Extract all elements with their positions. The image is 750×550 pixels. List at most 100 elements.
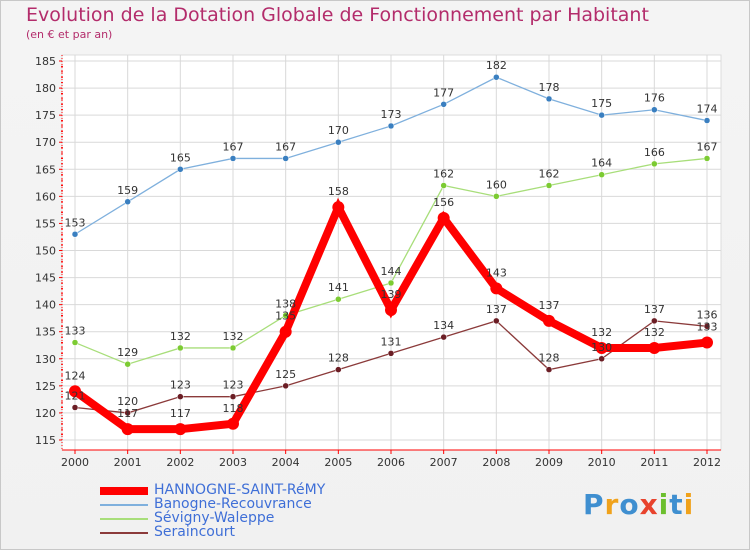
data-label: 133 xyxy=(697,321,718,334)
data-point xyxy=(490,282,503,295)
logo-letter: P xyxy=(583,488,605,521)
data-label: 132 xyxy=(170,330,191,343)
x-tick-label: 2011 xyxy=(640,456,668,469)
data-point xyxy=(71,231,79,238)
y-tick-label: 140 xyxy=(35,299,56,312)
y-tick-label: 180 xyxy=(35,82,56,95)
x-tick-label: 2003 xyxy=(219,456,247,469)
data-point xyxy=(124,409,131,417)
y-tick-label: 145 xyxy=(35,272,56,285)
data-label: 162 xyxy=(539,168,560,181)
data-label: 123 xyxy=(170,379,191,392)
data-point xyxy=(279,325,292,338)
data-point xyxy=(543,314,555,327)
data-label: 125 xyxy=(275,368,296,381)
data-label: 134 xyxy=(433,319,454,332)
data-point xyxy=(701,336,713,349)
data-point xyxy=(385,304,397,317)
data-point xyxy=(598,111,605,119)
data-label: 160 xyxy=(486,178,507,191)
data-label: 129 xyxy=(117,346,138,359)
data-point xyxy=(703,117,711,124)
logo-letter: o xyxy=(619,488,640,521)
data-label: 131 xyxy=(381,335,402,348)
data-point xyxy=(121,423,134,436)
data-label: 117 xyxy=(117,407,138,420)
data-point xyxy=(387,279,395,287)
legend-label-banogne: Banogne-Recouvrance xyxy=(154,496,312,512)
data-label: 165 xyxy=(170,151,191,164)
data-label: 164 xyxy=(591,157,612,170)
data-label: 144 xyxy=(381,265,402,278)
data-point xyxy=(124,198,131,206)
data-label: 176 xyxy=(644,92,665,105)
data-point xyxy=(71,339,79,346)
y-tick-label: 135 xyxy=(35,326,56,339)
logo-letter: t xyxy=(669,488,684,521)
data-label: 121 xyxy=(65,390,86,403)
data-point xyxy=(174,423,187,436)
x-tick-label: 2010 xyxy=(588,456,616,469)
data-point xyxy=(282,155,289,162)
data-label: 162 xyxy=(433,168,454,181)
data-label: 153 xyxy=(65,216,86,229)
y-tick-label: 125 xyxy=(35,380,56,393)
logo-letter: i xyxy=(658,488,670,521)
y-tick-label: 165 xyxy=(35,163,56,176)
data-label: 117 xyxy=(170,407,191,420)
data-label: 143 xyxy=(486,266,507,279)
data-point xyxy=(598,171,605,178)
data-label: 118 xyxy=(223,402,244,415)
y-tick-label: 160 xyxy=(35,190,56,203)
legend-label-hannogne: HANNOGNE-SAINT-RéMY xyxy=(154,482,326,498)
data-point xyxy=(177,344,184,352)
data-point xyxy=(69,385,81,398)
data-label: 138 xyxy=(275,297,296,310)
legend-swatch-hannogne xyxy=(100,487,148,495)
data-point xyxy=(229,155,237,162)
data-label: 133 xyxy=(65,325,86,338)
data-label: 167 xyxy=(275,140,296,153)
x-tick-label: 2007 xyxy=(430,456,458,469)
data-label: 167 xyxy=(223,140,244,153)
data-point xyxy=(440,333,447,341)
data-point xyxy=(440,101,447,108)
data-label: 137 xyxy=(486,303,507,316)
data-point xyxy=(493,317,500,325)
data-point xyxy=(595,341,608,354)
data-point xyxy=(282,382,289,390)
data-label: 141 xyxy=(328,281,349,294)
data-label: 120 xyxy=(117,395,138,408)
y-tick-label: 175 xyxy=(35,109,56,122)
data-label: 177 xyxy=(433,86,454,99)
proxiti-logo: Proxiti xyxy=(583,488,694,521)
data-label: 137 xyxy=(644,303,665,316)
y-tick-label: 170 xyxy=(35,136,56,149)
data-label: 136 xyxy=(697,308,718,321)
logo-letter: x xyxy=(639,488,659,521)
y-tick-label: 155 xyxy=(35,217,56,230)
data-label: 156 xyxy=(433,196,454,209)
data-label: 139 xyxy=(381,288,402,301)
data-point xyxy=(651,160,658,168)
data-point xyxy=(493,73,500,81)
x-tick-label: 2004 xyxy=(272,456,300,469)
legend-swatch-seraincourt xyxy=(100,532,148,534)
data-label: 158 xyxy=(328,185,349,198)
logo-letter: i xyxy=(683,488,695,521)
data-label: 132 xyxy=(223,330,244,343)
legend-label-seraincourt: Seraincourt xyxy=(154,524,235,540)
x-tick-label: 2000 xyxy=(61,456,89,469)
chart-subtitle: (en € et par an) xyxy=(26,28,113,41)
data-label: 166 xyxy=(644,146,665,159)
y-tick-label: 150 xyxy=(35,245,56,258)
x-tick-label: 2005 xyxy=(324,456,352,469)
data-label: 128 xyxy=(328,352,349,365)
data-point xyxy=(440,182,447,189)
y-tick-label: 130 xyxy=(35,353,56,366)
data-point xyxy=(332,201,345,214)
chart-title: Evolution de la Dotation Globale de Fonc… xyxy=(26,4,649,26)
data-label: 174 xyxy=(697,103,718,116)
data-point xyxy=(124,360,131,368)
data-label: 173 xyxy=(381,108,402,121)
